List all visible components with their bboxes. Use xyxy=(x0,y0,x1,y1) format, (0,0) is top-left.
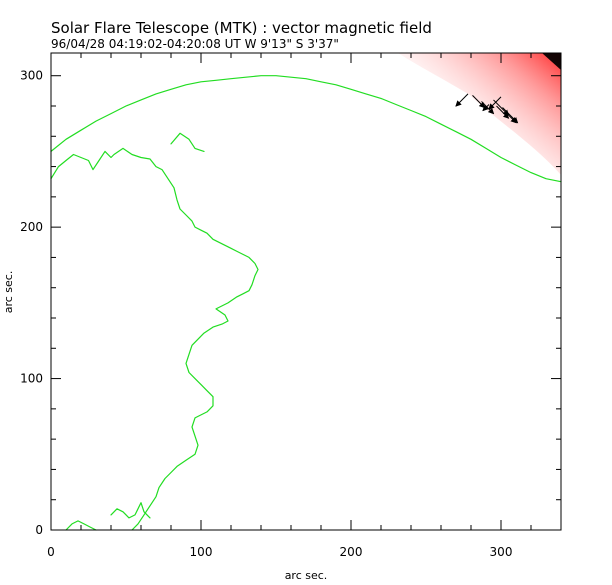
chart-subtitle: 96/04/28 04:19:02-04:20:08 UT W 9'13" S … xyxy=(51,37,339,51)
vector-arrow-6 xyxy=(496,105,510,119)
contour-line-5 xyxy=(170,132,205,152)
y-tick-label-300: 300 xyxy=(20,69,43,83)
x-tick-label-0: 0 xyxy=(47,545,55,559)
y-tick-label-200: 200 xyxy=(20,220,43,234)
positive-field-region xyxy=(398,53,561,175)
x-tick-label-200: 200 xyxy=(340,545,363,559)
contour-line-2 xyxy=(50,147,259,531)
x-axis-label: arc sec. xyxy=(285,569,328,582)
y-tick-label-0: 0 xyxy=(35,523,43,537)
contour-line-1 xyxy=(50,75,562,183)
vector-arrow-9 xyxy=(505,111,517,124)
axes-layer: 0 100 200 300 0 100 200 300 xyxy=(20,53,562,559)
plot-layer xyxy=(50,53,562,531)
vector-arrow-1 xyxy=(455,93,469,107)
vector-arrow-7 xyxy=(488,96,502,110)
vector-arrow-4 xyxy=(482,104,490,112)
plot-frame xyxy=(50,52,562,531)
y-tick-label-100: 100 xyxy=(20,372,43,386)
contour-line-4 xyxy=(110,502,151,519)
x-tick-label-300: 300 xyxy=(490,545,513,559)
chart-title: Solar Flare Telescope (MTK) : vector mag… xyxy=(51,19,432,37)
y-axis-label: arc sec. xyxy=(2,271,15,314)
contour-line-3 xyxy=(65,520,97,531)
positive-field-peak xyxy=(542,53,561,70)
x-tick-label-100: 100 xyxy=(190,545,213,559)
